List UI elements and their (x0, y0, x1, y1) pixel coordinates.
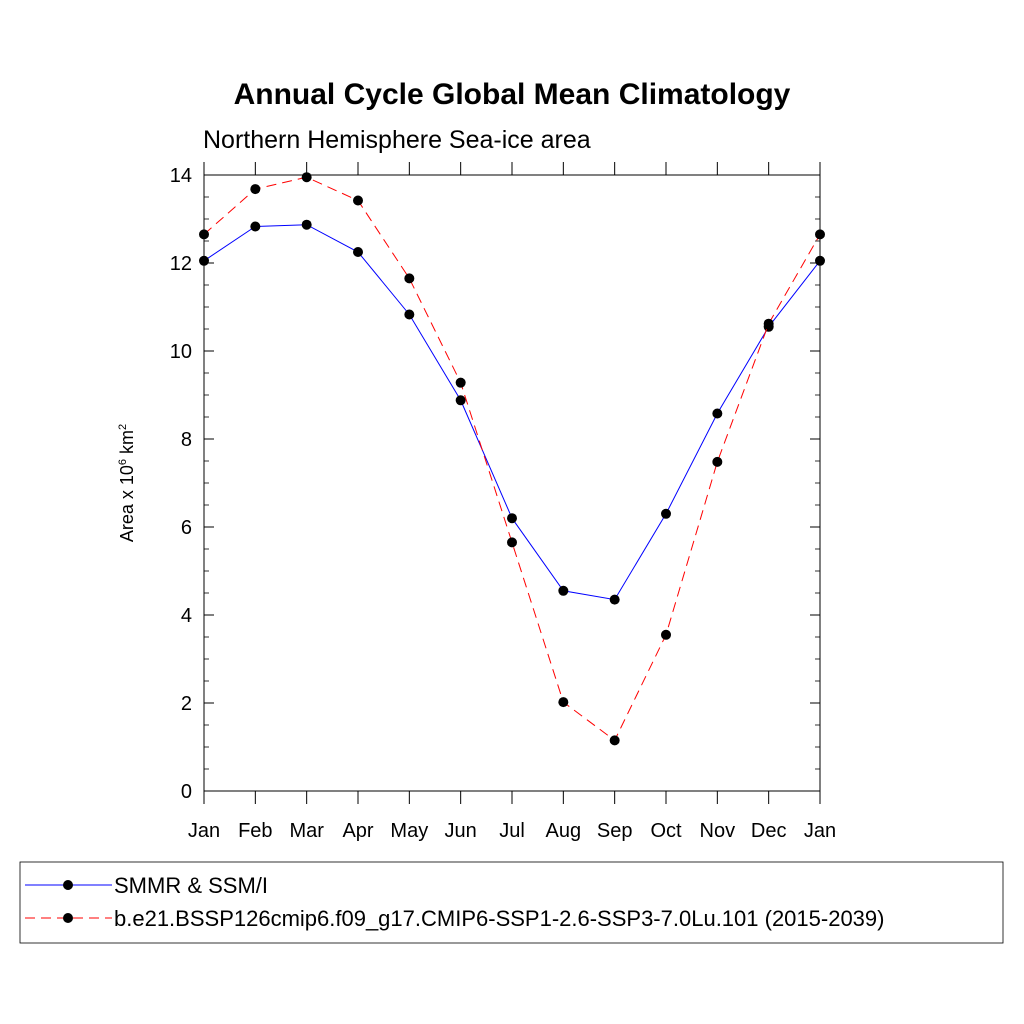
legend-label: SMMR & SSM/I (114, 873, 268, 898)
data-point (301, 172, 312, 183)
data-point (712, 408, 723, 419)
y-axis-label: Area x 106 km2 (117, 424, 137, 542)
data-point (558, 697, 569, 708)
y-tick-label: 0 (181, 781, 192, 803)
data-point (199, 229, 209, 240)
x-tick-label: Oct (650, 820, 682, 842)
legend-entry-1: SMMR & SSM/I (25, 873, 268, 898)
data-point (661, 508, 671, 519)
y-tick-label: 14 (170, 165, 192, 187)
data-point (661, 629, 671, 640)
data-point (558, 585, 569, 596)
data-point (250, 184, 261, 195)
data-point (199, 255, 209, 266)
chart-title: Annual Cycle Global Mean Climatology (234, 78, 791, 111)
series-2 (199, 172, 825, 746)
data-point (455, 377, 466, 388)
x-tick-label: Jan (804, 820, 836, 842)
data-point (353, 247, 363, 257)
data-point (609, 594, 620, 605)
series-line (203, 176, 821, 742)
x-tick-label: Apr (342, 820, 373, 842)
data-point (815, 255, 825, 266)
data-point (250, 221, 261, 232)
y-axis-label-unit-sup: 2 (117, 424, 129, 430)
x-tick-label: Jul (499, 820, 525, 842)
series-layer (199, 172, 825, 746)
data-point (353, 195, 363, 206)
x-tick-label: Aug (546, 820, 582, 842)
legend-entry-2: b.e21.BSSP126cmip6.f09_g17.CMIP6-SSP1-2.… (25, 906, 884, 931)
x-tick-label: Dec (751, 820, 787, 842)
x-tick-label: Jun (445, 820, 477, 842)
data-point (455, 395, 466, 406)
data-point (763, 318, 774, 329)
data-point (507, 537, 517, 548)
chart-subtitle: Northern Hemisphere Sea-ice area (203, 126, 591, 154)
y-axis-label-main: Area x 10 (117, 465, 137, 542)
data-point (712, 456, 723, 467)
legend-marker (63, 913, 73, 923)
legend-marker (63, 880, 73, 890)
data-point (609, 735, 620, 746)
legend-entries: SMMR & SSM/I b.e21.BSSP126cmip6.f09_g17.C… (25, 873, 884, 931)
data-point (404, 273, 415, 284)
legend-label: b.e21.BSSP126cmip6.f09_g17.CMIP6-SSP1-2.… (114, 906, 884, 931)
y-tick-label: 10 (170, 341, 192, 363)
x-tick-label: May (390, 820, 428, 842)
x-tick-label: Sep (597, 820, 633, 842)
plot-area (203, 174, 821, 792)
legend (19, 861, 1004, 944)
data-point (404, 309, 415, 320)
y-axis-label-unit: km (117, 430, 137, 459)
data-point (301, 219, 312, 230)
y-tick-label: 12 (170, 253, 192, 275)
x-tick-label: Mar (289, 820, 324, 842)
data-point (815, 229, 825, 240)
y-tick-label: 4 (181, 605, 192, 627)
y-tick-label: 8 (181, 429, 192, 451)
y-tick-label: 6 (181, 517, 192, 539)
y-axis-label-sup: 6 (117, 459, 129, 465)
x-tick-label: Nov (700, 820, 736, 842)
axis-tick-labels: 0 2 4 6 8 10 12 14 Jan Feb Mar Apr May Jun Jul Aug Sep Oc… (170, 165, 836, 842)
y-tick-label: 2 (181, 693, 192, 715)
data-point (507, 513, 517, 524)
axis-ticks (203, 162, 821, 804)
x-tick-label: Feb (238, 820, 272, 842)
x-tick-label: Jan (188, 820, 220, 842)
